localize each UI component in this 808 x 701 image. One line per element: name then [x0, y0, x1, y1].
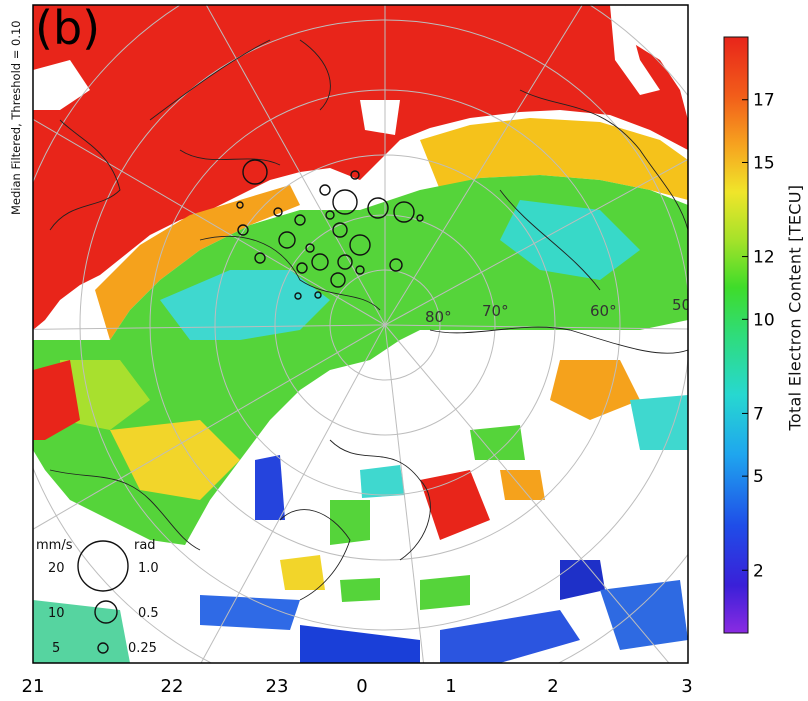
legend: mm/s rad 20 1.0 10 0.5 5 0.25: [36, 538, 159, 656]
filter-label: Median Filtered, Threshold = 0.10: [9, 20, 23, 215]
x-tick-label: 2: [547, 676, 558, 697]
map-frame: [32, 4, 689, 664]
x-tick-label: 0: [356, 676, 367, 697]
legend-right-unit: rad: [134, 538, 156, 553]
colorbar-tick-label: 10: [753, 310, 775, 330]
amplitude-markers: [236, 159, 424, 300]
latitude-label: 80°: [425, 308, 452, 326]
latitude-label: 60°: [590, 302, 617, 320]
map-area: 80° 70° 60° 50° mm/s rad 20 1.0 10 0.5 5…: [33, 5, 699, 663]
colorbar-title: Total Electron Content [TECU]: [785, 184, 805, 431]
colorbar-tick-label: 2: [753, 561, 764, 581]
colorbar-tick-label: 17: [753, 91, 775, 111]
high-tec-region: [33, 5, 688, 330]
colorbar-tick-label: 7: [753, 404, 764, 424]
colorbar-tick-label: 12: [753, 248, 775, 268]
x-tick-label: 3: [681, 676, 692, 697]
coastlines: [49, 39, 688, 601]
panel-label: (b): [35, 1, 101, 55]
colorbar-tick-label: 15: [753, 153, 775, 173]
legend-speed: 5: [52, 641, 60, 656]
latitude-label: 50°: [672, 296, 699, 314]
x-tick-label: 23: [266, 676, 289, 697]
latitude-label: 70°: [482, 302, 509, 320]
legend-speed: 20: [48, 561, 65, 576]
legend-phase: 0.5: [138, 606, 159, 621]
legend-speed: 10: [48, 606, 65, 621]
x-tick-label: 21: [22, 676, 45, 697]
legend-phase: 1.0: [138, 561, 159, 576]
x-tick-label: 1: [445, 676, 456, 697]
x-axis-ticks: 21 22 23 0 1 2 3: [22, 676, 693, 697]
colorbar-ticks: 2 5 7 10 12 15 17: [742, 91, 775, 581]
polar-grid: [33, 5, 688, 663]
legend-phase: 0.25: [128, 641, 157, 656]
colorbar: [723, 36, 749, 634]
legend-left-unit: mm/s: [36, 538, 73, 553]
x-tick-label: 22: [161, 676, 184, 697]
colorbar-tick-label: 5: [753, 467, 764, 487]
